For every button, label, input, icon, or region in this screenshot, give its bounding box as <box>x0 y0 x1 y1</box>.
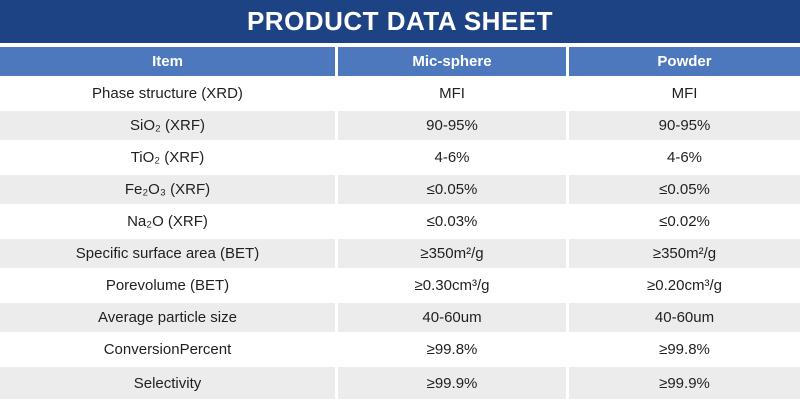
cell-mic-sphere: ≥99.8% <box>338 335 569 367</box>
cell-mic-sphere: ≥350m²/g <box>338 239 569 271</box>
cell-powder: ≤0.02% <box>569 207 800 239</box>
column-header-powder: Powder <box>569 47 800 79</box>
cell-item: Porevolume (BET) <box>0 271 338 303</box>
cell-mic-sphere: 40-60um <box>338 303 569 335</box>
table-row: Fe₂O₃ (XRF) ≤0.05% ≤0.05% <box>0 175 800 207</box>
table-row: ConversionPercent ≥99.8% ≥99.8% <box>0 335 800 367</box>
cell-powder: ≥0.20cm³/g <box>569 271 800 303</box>
cell-item: Na₂O (XRF) <box>0 207 338 239</box>
cell-item: ConversionPercent <box>0 335 338 367</box>
spec-table: Item Mic-sphere Powder Phase structure (… <box>0 47 800 399</box>
table-body: Phase structure (XRD) MFI MFI SiO₂ (XRF)… <box>0 79 800 399</box>
cell-item: SiO₂ (XRF) <box>0 111 338 143</box>
table-row: Selectivity ≥99.9% ≥99.9% <box>0 367 800 399</box>
cell-mic-sphere: 90-95% <box>338 111 569 143</box>
table-header-row: Item Mic-sphere Powder <box>0 47 800 79</box>
cell-powder: ≥99.9% <box>569 367 800 399</box>
cell-mic-sphere: ≥99.9% <box>338 367 569 399</box>
cell-powder: ≥350m²/g <box>569 239 800 271</box>
cell-item: Selectivity <box>0 367 338 399</box>
cell-item: TiO₂ (XRF) <box>0 143 338 175</box>
column-header-mic-sphere: Mic-sphere <box>338 47 569 79</box>
title-bar: PRODUCT DATA SHEET <box>0 0 800 43</box>
table-row: Average particle size 40-60um 40-60um <box>0 303 800 335</box>
column-header-item: Item <box>0 47 338 79</box>
cell-powder: MFI <box>569 79 800 111</box>
table-row: Porevolume (BET) ≥0.30cm³/g ≥0.20cm³/g <box>0 271 800 303</box>
cell-item: Fe₂O₃ (XRF) <box>0 175 338 207</box>
table-row: Na₂O (XRF) ≤0.03% ≤0.02% <box>0 207 800 239</box>
cell-mic-sphere: 4-6% <box>338 143 569 175</box>
table-row: Specific surface area (BET) ≥350m²/g ≥35… <box>0 239 800 271</box>
cell-powder: 40-60um <box>569 303 800 335</box>
cell-powder: ≥99.8% <box>569 335 800 367</box>
cell-powder: ≤0.05% <box>569 175 800 207</box>
page-title: PRODUCT DATA SHEET <box>246 6 554 36</box>
cell-mic-sphere: ≥0.30cm³/g <box>338 271 569 303</box>
cell-item: Specific surface area (BET) <box>0 239 338 271</box>
cell-mic-sphere: ≤0.05% <box>338 175 569 207</box>
cell-mic-sphere: MFI <box>338 79 569 111</box>
cell-powder: 90-95% <box>569 111 800 143</box>
table-row: SiO₂ (XRF) 90-95% 90-95% <box>0 111 800 143</box>
cell-mic-sphere: ≤0.03% <box>338 207 569 239</box>
table-row: Phase structure (XRD) MFI MFI <box>0 79 800 111</box>
cell-item: Average particle size <box>0 303 338 335</box>
table-row: TiO₂ (XRF) 4-6% 4-6% <box>0 143 800 175</box>
cell-item: Phase structure (XRD) <box>0 79 338 111</box>
cell-powder: 4-6% <box>569 143 800 175</box>
